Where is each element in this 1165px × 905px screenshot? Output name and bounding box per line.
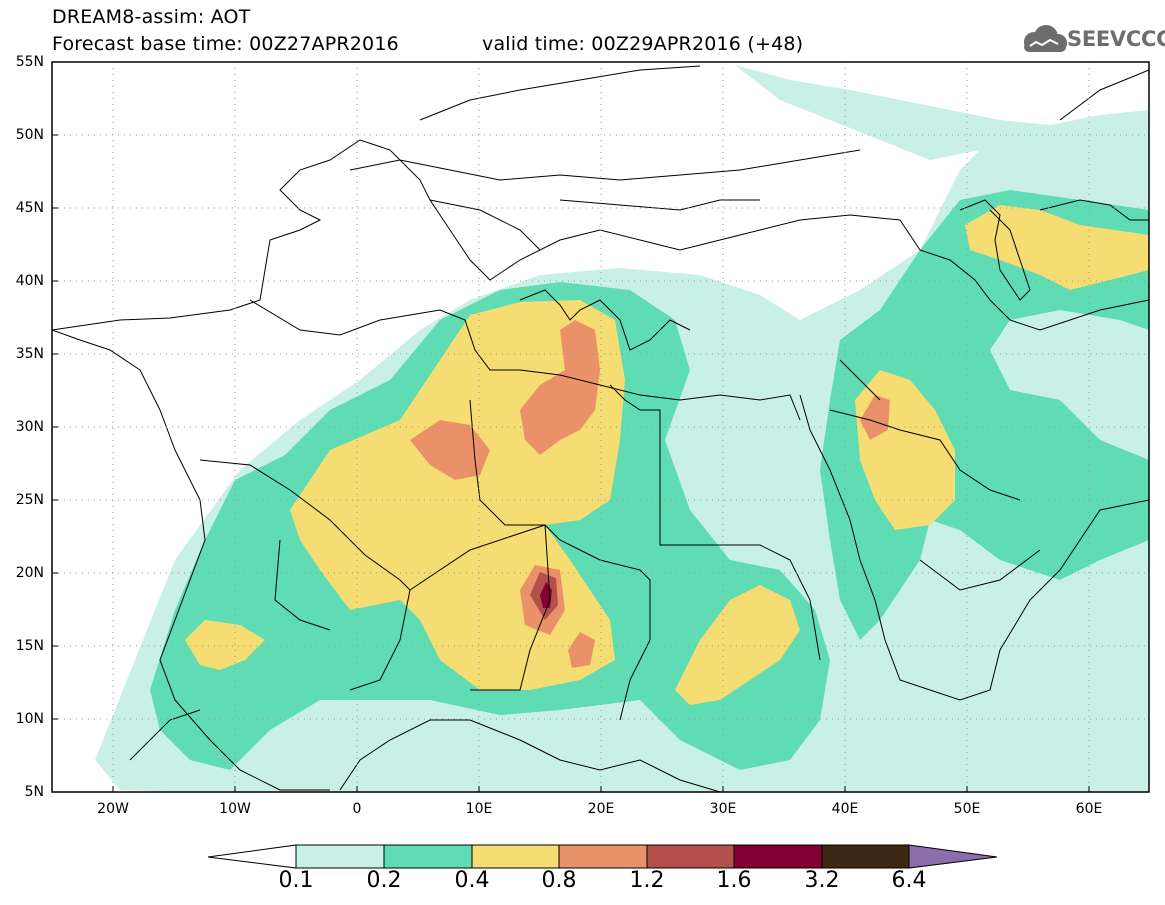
- colorbar-label: 0.4: [454, 868, 490, 893]
- aot-contour-0-1-north: [735, 65, 1149, 180]
- colorbar: [207, 844, 998, 869]
- colorbar-bin-4: [558, 844, 648, 869]
- colorbar-label: 0.1: [278, 868, 314, 893]
- lon-label: 40E: [831, 801, 859, 817]
- colorbar-label: 0.2: [366, 868, 402, 893]
- chart-title: DREAM8-assim: AOT: [52, 6, 251, 28]
- axis-ticks: [52, 134, 1090, 792]
- colorbar-min-arrow: [207, 844, 297, 869]
- lat-label: 55N: [15, 54, 44, 70]
- lon-label: 10W: [219, 801, 251, 817]
- lon-label: 30E: [709, 801, 737, 817]
- lat-label: 10N: [15, 711, 44, 727]
- lon-label: 50E: [953, 801, 981, 817]
- colorbar-label: 1.6: [716, 868, 752, 893]
- aot-contour-0-4-west: [185, 620, 265, 670]
- logo-text: SEEVCCC: [1067, 27, 1165, 51]
- lat-label: 30N: [15, 419, 44, 435]
- lat-label: 5N: [24, 784, 44, 800]
- colorbar-label: 0.8: [541, 868, 577, 893]
- aot-field: [95, 65, 1149, 792]
- aot-contour-0-8-d: [860, 395, 890, 440]
- lat-label: 40N: [15, 273, 44, 289]
- lon-label: 0: [352, 801, 362, 817]
- colorbar-bin-2: [383, 844, 473, 869]
- forecast-base-time: Forecast base time: 00Z27APR2016: [52, 33, 399, 55]
- colorbar-bin-7: [821, 844, 910, 869]
- colorbar-label: 1.2: [629, 868, 665, 893]
- aot-contour-0-8-b: [410, 420, 490, 480]
- colorbar-label: 6.4: [891, 868, 927, 893]
- lat-label: 45N: [15, 200, 44, 216]
- colorbar-label: 3.2: [804, 868, 840, 893]
- lat-label: 25N: [15, 492, 44, 508]
- colorbar-bin-3: [471, 844, 560, 869]
- colorbar-bin-1: [295, 844, 385, 869]
- coastlines: [52, 65, 1149, 792]
- colorbar-bin-5: [646, 844, 735, 869]
- cloud-logo-icon: [1024, 25, 1067, 52]
- valid-time: valid time: 00Z29APR2016 (+48): [482, 33, 804, 55]
- lon-label: 20E: [587, 801, 615, 817]
- aot-contour-0-8-e: [568, 632, 595, 668]
- lat-label: 15N: [15, 638, 44, 654]
- lon-label: 60E: [1075, 801, 1103, 817]
- lat-label: 20N: [15, 565, 44, 581]
- lat-label: 35N: [15, 346, 44, 362]
- aot-contour-0-4-africa: [675, 585, 800, 705]
- lat-label: 50N: [15, 127, 44, 143]
- lon-label: 20W: [97, 801, 129, 817]
- lon-label: 10E: [465, 801, 493, 817]
- aot-contour-0-4-caspian: [965, 205, 1149, 290]
- colorbar-bin-6: [733, 844, 823, 869]
- colorbar-max-arrow: [908, 844, 998, 869]
